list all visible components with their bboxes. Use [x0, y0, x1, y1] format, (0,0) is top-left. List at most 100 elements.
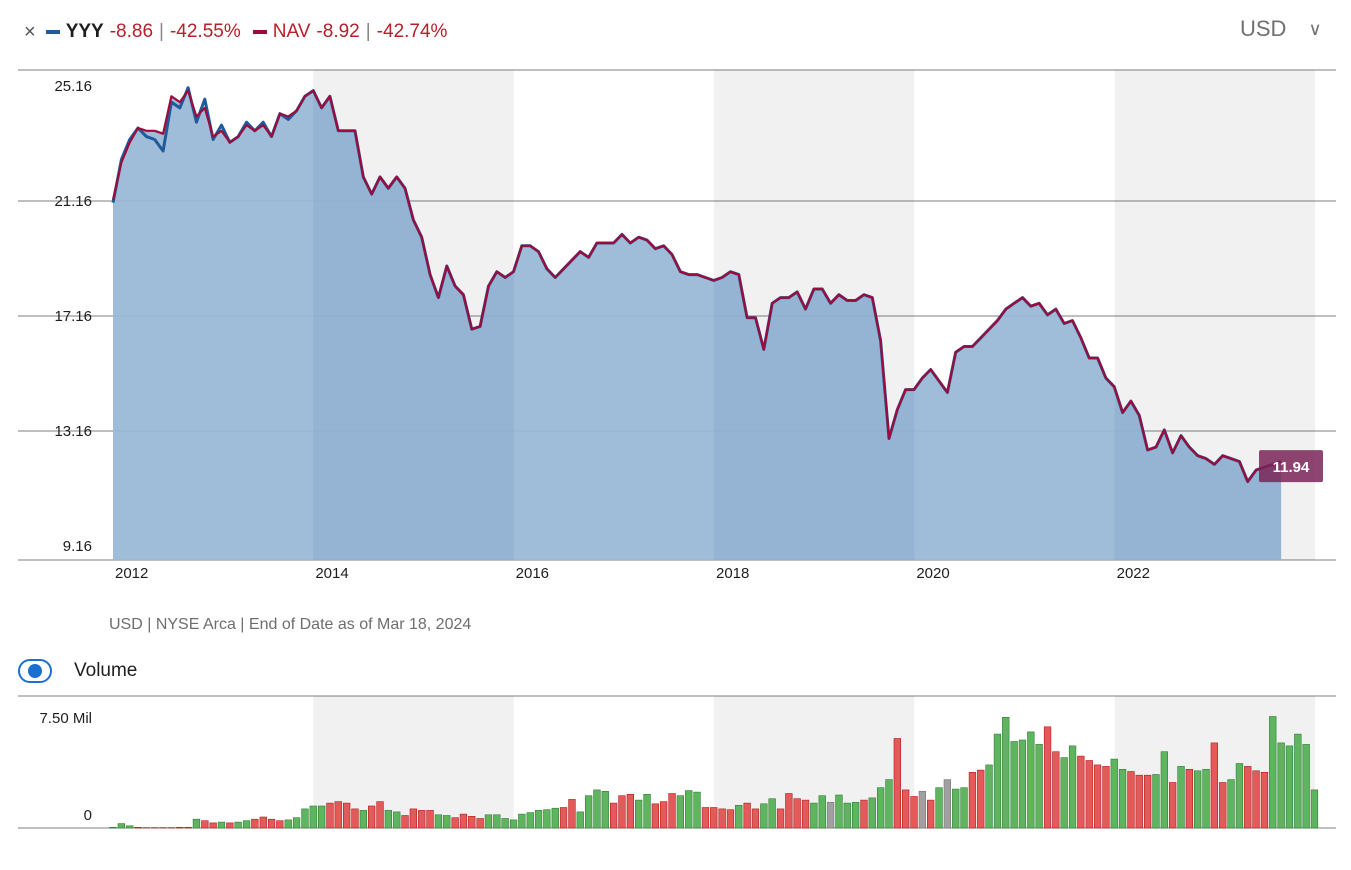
volume-bar [426, 810, 434, 829]
currency-selector[interactable]: USD ∨ [1240, 14, 1322, 44]
volume-bar [342, 802, 351, 829]
volume-bar [1093, 764, 1102, 829]
nav-legend-change: -8.92 [316, 21, 360, 42]
volume-bar [384, 810, 392, 829]
nav-legend-symbol: NAV [272, 21, 311, 42]
volume-bar [843, 802, 851, 829]
data-source-footnote: USD | NYSE Arca | End of Date as of Mar … [109, 616, 472, 633]
volume-bar [526, 812, 534, 829]
close-icon[interactable]: × [24, 20, 36, 43]
volume-bar [401, 815, 409, 829]
volume-bar [559, 807, 568, 829]
volume-bar [1294, 733, 1302, 829]
volume-bar [768, 798, 776, 829]
yyy-legend-swatch [45, 30, 60, 34]
volume-bar [201, 820, 209, 829]
volume-bar [1060, 757, 1068, 829]
volume-bar [376, 801, 384, 829]
volume-bar [860, 799, 868, 829]
volume-bar [184, 826, 192, 829]
volume-bar [1252, 770, 1260, 829]
volume-bar [1077, 755, 1085, 829]
volume-bar [584, 795, 593, 829]
x-tick-label: 2018 [716, 565, 749, 582]
volume-bar [868, 797, 876, 829]
volume-bar [952, 788, 960, 829]
volume-bar [685, 790, 693, 829]
volume-bar [801, 799, 810, 829]
volume-bar [885, 779, 893, 829]
volume-bar [359, 810, 367, 829]
volume-bar [818, 795, 826, 829]
volume-bar [1185, 768, 1193, 829]
volume-bar [1085, 760, 1093, 829]
volume-bar [968, 771, 977, 829]
volume-bar [317, 805, 326, 829]
yyy-legend-symbol: YYY [65, 21, 104, 42]
volume-bar [568, 799, 576, 829]
volume-bar [1277, 742, 1285, 829]
volume-bar [793, 798, 801, 829]
price-area-fill [113, 90, 1282, 560]
currency-label: USD [1240, 16, 1287, 41]
volume-bar [234, 821, 242, 829]
price-area-band-overlay [313, 90, 514, 560]
volume-bar [551, 807, 559, 829]
volume-bar [1144, 774, 1152, 829]
volume-bar [977, 769, 985, 829]
volume-bar [1052, 751, 1060, 829]
price-y-tick-label: 25.16 [54, 78, 92, 95]
volume-bar [484, 814, 493, 829]
volume-bar [1160, 751, 1168, 829]
volume-bar [609, 802, 618, 829]
price-y-tick-label: 21.16 [54, 193, 92, 210]
volume-bar [1177, 766, 1185, 829]
volume-bar [367, 805, 376, 829]
volume-bar [710, 807, 718, 829]
volume-bar [1302, 744, 1310, 829]
volume-bar [810, 802, 818, 829]
volume-bar [593, 789, 601, 829]
volume-bar [659, 801, 668, 829]
volume-bar [634, 799, 643, 829]
price-area-band-overlay [713, 271, 915, 560]
price-y-tick-label: 13.16 [54, 423, 92, 440]
volume-bar [501, 818, 509, 829]
volume-bar [109, 826, 117, 829]
volume-bar [1260, 771, 1269, 829]
volume-bar [926, 799, 935, 829]
last-value-badge-label: 11.94 [1273, 459, 1310, 476]
volume-bar [259, 816, 267, 829]
volume-bar [785, 793, 793, 829]
volume-bar [1285, 745, 1294, 829]
x-tick-label: 2020 [916, 565, 949, 582]
volume-bar [192, 818, 201, 829]
volume-bar [910, 796, 918, 829]
volume-bar [876, 787, 885, 829]
volume-bar [918, 790, 926, 829]
volume-bar [985, 764, 993, 829]
nav-legend-pct: -42.74% [376, 21, 448, 42]
volume-bar [693, 791, 701, 829]
volume-bar [468, 815, 476, 829]
volume-bar [743, 802, 751, 829]
volume-bar [443, 815, 451, 829]
volume-bar [960, 787, 968, 829]
volume-bar [1310, 789, 1319, 829]
volume-bar [935, 787, 943, 829]
chevron-down-icon: ∨ [1308, 18, 1322, 39]
volume-bar [1244, 766, 1252, 829]
volume-bar [676, 795, 684, 829]
volume-bar [451, 817, 459, 829]
volume-bar [1118, 768, 1127, 829]
volume-bar [726, 809, 735, 829]
volume-bar [117, 823, 125, 829]
toggle-switch-icon[interactable] [18, 659, 52, 683]
volume-bar [176, 826, 184, 829]
volume-bar [242, 820, 251, 829]
volume-bar [776, 808, 785, 829]
yyy-legend-change: -8.86 [109, 21, 154, 42]
volume-bar [1269, 716, 1277, 829]
volume-toggle[interactable]: Volume [18, 659, 137, 683]
volume-bar [601, 790, 609, 829]
